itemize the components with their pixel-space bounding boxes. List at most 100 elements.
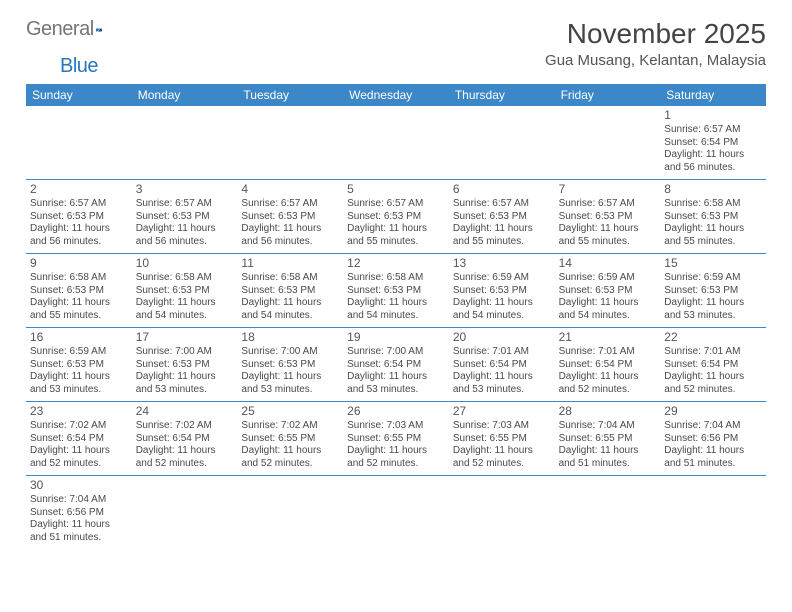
calendar-cell	[449, 106, 555, 180]
sunset-line: Sunset: 6:53 PM	[30, 359, 128, 372]
calendar-cell: 26Sunrise: 7:03 AMSunset: 6:55 PMDayligh…	[343, 402, 449, 476]
sunrise-line: Sunrise: 6:58 AM	[347, 272, 445, 285]
sunset-line: Sunset: 6:53 PM	[559, 285, 657, 298]
day-number: 10	[136, 256, 234, 271]
calendar-cell: 25Sunrise: 7:02 AMSunset: 6:55 PMDayligh…	[237, 402, 343, 476]
weekday-label: Sunday	[26, 84, 132, 106]
calendar-cell: 19Sunrise: 7:00 AMSunset: 6:54 PMDayligh…	[343, 328, 449, 402]
calendar-cell	[132, 476, 238, 550]
sunset-line: Sunset: 6:53 PM	[347, 285, 445, 298]
weekday-label: Monday	[132, 84, 238, 106]
weekday-label: Tuesday	[237, 84, 343, 106]
weekday-label: Thursday	[449, 84, 555, 106]
daylight-line: Daylight: 11 hours and 54 minutes.	[136, 297, 234, 322]
sunrise-line: Sunrise: 7:01 AM	[559, 346, 657, 359]
daylight-line: Daylight: 11 hours and 55 minutes.	[559, 223, 657, 248]
day-number: 6	[453, 182, 551, 197]
calendar-cell	[132, 106, 238, 180]
brand-part1: General	[26, 18, 94, 41]
brand-part2: Blue	[60, 55, 98, 78]
sunrise-line: Sunrise: 6:57 AM	[559, 198, 657, 211]
weekday-label: Saturday	[660, 84, 766, 106]
sunset-line: Sunset: 6:53 PM	[241, 211, 339, 224]
sunset-line: Sunset: 6:53 PM	[664, 211, 762, 224]
weekday-header: SundayMondayTuesdayWednesdayThursdayFrid…	[26, 84, 766, 106]
sunset-line: Sunset: 6:53 PM	[664, 285, 762, 298]
daylight-line: Daylight: 11 hours and 52 minutes.	[664, 371, 762, 396]
calendar-cell: 23Sunrise: 7:02 AMSunset: 6:54 PMDayligh…	[26, 402, 132, 476]
day-number: 5	[347, 182, 445, 197]
day-number: 2	[30, 182, 128, 197]
day-number: 30	[30, 478, 128, 493]
calendar-cell: 27Sunrise: 7:03 AMSunset: 6:55 PMDayligh…	[449, 402, 555, 476]
daylight-line: Daylight: 11 hours and 55 minutes.	[453, 223, 551, 248]
calendar-cell: 8Sunrise: 6:58 AMSunset: 6:53 PMDaylight…	[660, 180, 766, 254]
sunset-line: Sunset: 6:54 PM	[136, 433, 234, 446]
sunset-line: Sunset: 6:56 PM	[664, 433, 762, 446]
sunset-line: Sunset: 6:53 PM	[453, 285, 551, 298]
day-number: 8	[664, 182, 762, 197]
sunset-line: Sunset: 6:54 PM	[30, 433, 128, 446]
day-number: 21	[559, 330, 657, 345]
sunset-line: Sunset: 6:55 PM	[241, 433, 339, 446]
sunrise-line: Sunrise: 7:04 AM	[664, 420, 762, 433]
sunset-line: Sunset: 6:53 PM	[30, 211, 128, 224]
sunrise-line: Sunrise: 7:00 AM	[241, 346, 339, 359]
calendar-cell	[555, 476, 661, 550]
sunset-line: Sunset: 6:55 PM	[453, 433, 551, 446]
calendar-cell: 2Sunrise: 6:57 AMSunset: 6:53 PMDaylight…	[26, 180, 132, 254]
sunset-line: Sunset: 6:53 PM	[136, 359, 234, 372]
daylight-line: Daylight: 11 hours and 52 minutes.	[30, 445, 128, 470]
calendar-cell: 18Sunrise: 7:00 AMSunset: 6:53 PMDayligh…	[237, 328, 343, 402]
day-number: 29	[664, 404, 762, 419]
daylight-line: Daylight: 11 hours and 51 minutes.	[559, 445, 657, 470]
sunset-line: Sunset: 6:54 PM	[347, 359, 445, 372]
day-number: 12	[347, 256, 445, 271]
calendar-cell: 21Sunrise: 7:01 AMSunset: 6:54 PMDayligh…	[555, 328, 661, 402]
day-number: 18	[241, 330, 339, 345]
location: Gua Musang, Kelantan, Malaysia	[545, 52, 766, 69]
daylight-line: Daylight: 11 hours and 56 minutes.	[136, 223, 234, 248]
sunrise-line: Sunrise: 6:57 AM	[30, 198, 128, 211]
sunrise-line: Sunrise: 6:57 AM	[453, 198, 551, 211]
day-number: 4	[241, 182, 339, 197]
calendar-cell: 5Sunrise: 6:57 AMSunset: 6:53 PMDaylight…	[343, 180, 449, 254]
logo-flag-icon	[96, 21, 102, 39]
calendar-cell: 12Sunrise: 6:58 AMSunset: 6:53 PMDayligh…	[343, 254, 449, 328]
sunset-line: Sunset: 6:53 PM	[136, 285, 234, 298]
sunset-line: Sunset: 6:53 PM	[559, 211, 657, 224]
daylight-line: Daylight: 11 hours and 56 minutes.	[664, 149, 762, 174]
calendar-cell: 13Sunrise: 6:59 AMSunset: 6:53 PMDayligh…	[449, 254, 555, 328]
day-number: 15	[664, 256, 762, 271]
sunset-line: Sunset: 6:55 PM	[347, 433, 445, 446]
daylight-line: Daylight: 11 hours and 52 minutes.	[241, 445, 339, 470]
sunrise-line: Sunrise: 7:03 AM	[347, 420, 445, 433]
calendar-cell: 6Sunrise: 6:57 AMSunset: 6:53 PMDaylight…	[449, 180, 555, 254]
page-title: November 2025	[545, 18, 766, 50]
day-number: 9	[30, 256, 128, 271]
daylight-line: Daylight: 11 hours and 55 minutes.	[347, 223, 445, 248]
daylight-line: Daylight: 11 hours and 53 minutes.	[664, 297, 762, 322]
sunset-line: Sunset: 6:54 PM	[664, 137, 762, 150]
sunrise-line: Sunrise: 6:57 AM	[136, 198, 234, 211]
calendar-cell: 17Sunrise: 7:00 AMSunset: 6:53 PMDayligh…	[132, 328, 238, 402]
sunset-line: Sunset: 6:54 PM	[664, 359, 762, 372]
daylight-line: Daylight: 11 hours and 53 minutes.	[453, 371, 551, 396]
calendar-cell: 24Sunrise: 7:02 AMSunset: 6:54 PMDayligh…	[132, 402, 238, 476]
daylight-line: Daylight: 11 hours and 54 minutes.	[559, 297, 657, 322]
day-number: 14	[559, 256, 657, 271]
calendar-cell	[449, 476, 555, 550]
day-number: 11	[241, 256, 339, 271]
sunrise-line: Sunrise: 7:02 AM	[136, 420, 234, 433]
daylight-line: Daylight: 11 hours and 56 minutes.	[30, 223, 128, 248]
daylight-line: Daylight: 11 hours and 52 minutes.	[453, 445, 551, 470]
sunrise-line: Sunrise: 6:57 AM	[347, 198, 445, 211]
sunrise-line: Sunrise: 7:02 AM	[30, 420, 128, 433]
calendar-grid: 1Sunrise: 6:57 AMSunset: 6:54 PMDaylight…	[26, 106, 766, 550]
sunrise-line: Sunrise: 6:59 AM	[559, 272, 657, 285]
day-number: 27	[453, 404, 551, 419]
day-number: 16	[30, 330, 128, 345]
day-number: 22	[664, 330, 762, 345]
calendar-cell	[343, 476, 449, 550]
calendar-cell: 28Sunrise: 7:04 AMSunset: 6:55 PMDayligh…	[555, 402, 661, 476]
